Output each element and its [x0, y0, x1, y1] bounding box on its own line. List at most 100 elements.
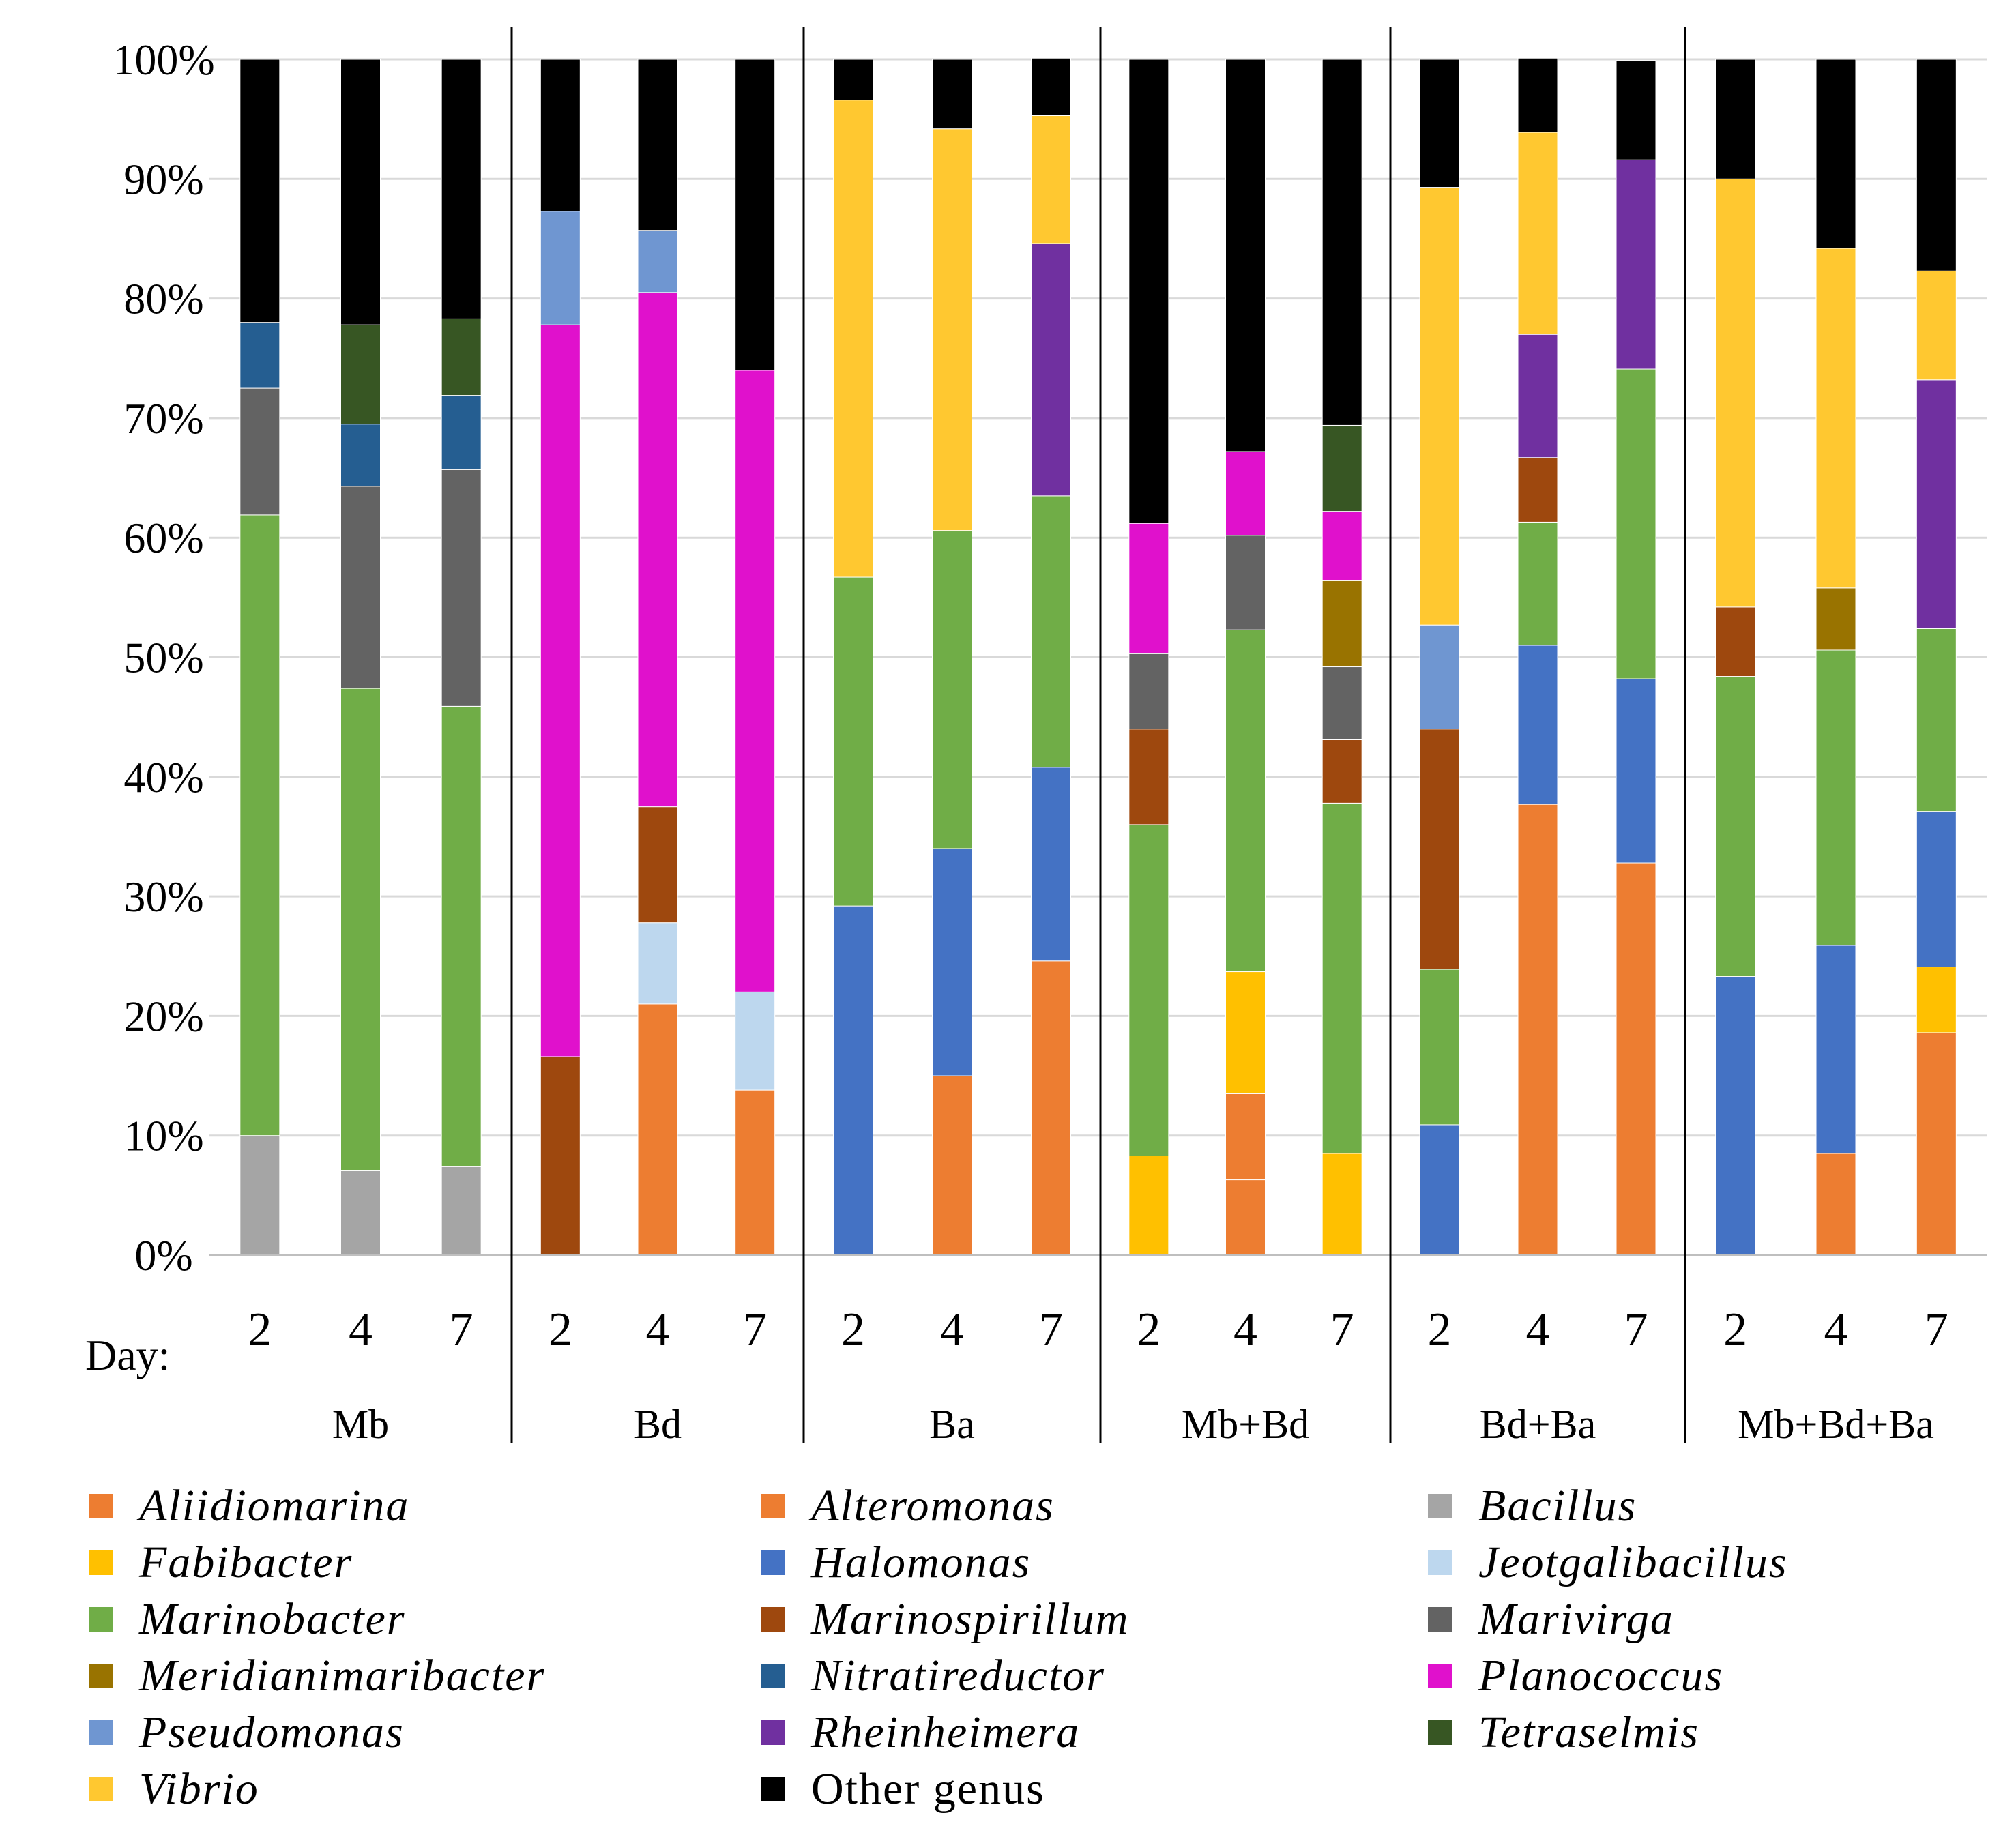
legend-label: Marivirga — [1478, 1594, 1674, 1644]
legend-item: Rheinheimera — [761, 1705, 1080, 1760]
bar-segment — [1225, 59, 1266, 452]
bar-segment — [1128, 523, 1169, 654]
bar-segment — [833, 905, 873, 1256]
bar-segment — [540, 59, 581, 212]
legend-label: Other genus — [811, 1764, 1045, 1814]
legend-swatch — [89, 1664, 113, 1688]
bar-segment — [1916, 379, 1957, 629]
legend-label: Meridianimaribacter — [139, 1651, 546, 1701]
legend-label: Marinospirillum — [811, 1594, 1130, 1644]
axis-labels: 0% 10% 20% 30% 40% 50% 60% 70% 80% 90% 100% 2 4 7 2 4 7 2… — [85, 35, 1948, 1447]
bar-segment — [1916, 1032, 1957, 1256]
legend-swatch — [89, 1607, 113, 1632]
bar-segment — [239, 59, 280, 323]
x-tick-label: 7 — [450, 1304, 473, 1356]
bar-segment — [1128, 653, 1169, 730]
y-tick-label: 30% — [123, 872, 203, 921]
x-tick-label: 7 — [1925, 1304, 1948, 1356]
bar-segment — [1031, 495, 1071, 768]
legend-label: Pseudomonas — [139, 1707, 405, 1757]
bar-segment — [1616, 862, 1656, 1256]
bar-segment — [833, 576, 873, 907]
legend-label: Nitratireductor — [811, 1651, 1105, 1701]
bar-segment — [1815, 1153, 1856, 1256]
legend-item: Tetraselmis — [1428, 1705, 1699, 1760]
x-tick-label: 2 — [549, 1304, 572, 1356]
bar-segment — [1419, 624, 1460, 730]
bar-segment — [1128, 824, 1169, 1157]
bar-segment — [441, 395, 482, 470]
legend-item: Nitratireductor — [761, 1649, 1105, 1703]
x-tick-label: 2 — [248, 1304, 272, 1356]
legend-item: Vibrio — [89, 1762, 259, 1816]
bar-segment — [1225, 535, 1266, 630]
bar-segment — [540, 211, 581, 325]
legend-swatch — [89, 1777, 113, 1801]
bar-segment — [637, 292, 678, 808]
x-tick-label: 7 — [1624, 1304, 1648, 1356]
bar-segment — [1225, 1179, 1266, 1256]
legend-item: Meridianimaribacter — [89, 1649, 545, 1703]
bar-segment — [735, 1089, 776, 1256]
bar-segment — [1916, 811, 1957, 968]
y-tick-label: 80% — [123, 275, 203, 323]
legend-swatch — [761, 1777, 785, 1801]
bar-segment — [1616, 159, 1656, 370]
legend-swatch — [1428, 1664, 1452, 1688]
legend-item: Fabibacter — [89, 1535, 353, 1590]
legend-item: Halomonas — [761, 1535, 1031, 1590]
legend-item: Other genus — [761, 1762, 1045, 1816]
bar-segment — [1815, 248, 1856, 589]
bar-segment — [1031, 960, 1071, 1256]
legend-label: Marinobacter — [139, 1594, 406, 1644]
bar-segment — [540, 1056, 581, 1256]
group-label: Mb+Bd+Ba — [1738, 1402, 1934, 1447]
bar-segment — [1916, 628, 1957, 812]
bar-segment — [441, 469, 482, 707]
x-axis-prefix-label: Day: — [85, 1331, 170, 1379]
x-tick-label: 2 — [1428, 1304, 1452, 1356]
bar-segment — [637, 922, 678, 1005]
x-tick-label: 2 — [1137, 1304, 1160, 1356]
group-label: Mb — [332, 1402, 389, 1447]
bar-segment — [833, 100, 873, 578]
x-tick-label: 2 — [841, 1304, 865, 1356]
bar-segment — [1419, 187, 1460, 626]
legend-swatch — [89, 1720, 113, 1745]
bar-segment — [1225, 451, 1266, 536]
legend-swatch — [761, 1720, 785, 1745]
legend-swatch — [761, 1550, 785, 1575]
bar-segment — [735, 991, 776, 1091]
legend-swatch — [761, 1494, 785, 1518]
y-tick-label: 10% — [123, 1112, 203, 1160]
bar-segment — [1128, 729, 1169, 825]
legend-item: Aliidiomarina — [89, 1479, 409, 1533]
bar-segment — [1616, 368, 1656, 679]
bar-segment — [1321, 1153, 1362, 1256]
axes — [209, 27, 1987, 1443]
bar-segment — [1031, 243, 1071, 497]
y-tick-label: 60% — [123, 514, 203, 562]
y-tick-label: 90% — [123, 155, 203, 203]
legend-item: Marinobacter — [89, 1592, 406, 1647]
bar-segment — [1321, 580, 1362, 668]
group-label: Mb+Bd — [1182, 1402, 1309, 1447]
bar-segment — [1031, 767, 1071, 962]
bar-segment — [1815, 59, 1856, 249]
bar-segment — [932, 128, 972, 531]
bar-segment — [932, 59, 972, 130]
x-tick-label: 4 — [1526, 1304, 1550, 1356]
legend-item: Bacillus — [1428, 1479, 1637, 1533]
bar-segment — [1031, 115, 1071, 244]
bar-segment — [1419, 59, 1460, 188]
legend-swatch — [1428, 1720, 1452, 1745]
bar-segment — [1419, 1124, 1460, 1256]
group-label: Bd+Ba — [1480, 1402, 1596, 1447]
legend-item: Marivirga — [1428, 1592, 1674, 1647]
bar-segment — [1321, 802, 1362, 1154]
bar-segment — [1321, 739, 1362, 804]
x-tick-label: 4 — [940, 1304, 964, 1356]
legend-label: Tetraselmis — [1478, 1707, 1699, 1757]
bar-segment — [932, 530, 972, 849]
